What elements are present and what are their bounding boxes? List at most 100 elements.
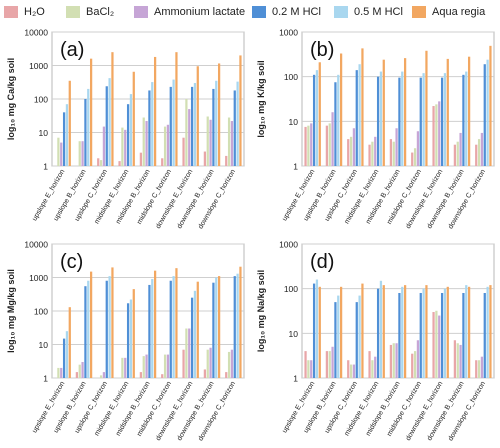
panel-a-bar-0-2-m-hcl-midslope-e-horizon <box>126 104 130 166</box>
panel-a-bar-bacl-upslope-c-horizon <box>99 160 103 166</box>
panel-b-bar-aqua-regia-upslope-c-horizon <box>361 48 364 166</box>
panel-c-bar-0-5-m-hcl-upslope-c-horizon <box>108 276 111 378</box>
panel-d-bar-ammonium-lactate-midslope-c-horizon <box>416 340 420 378</box>
panel-a-bar-0-5-m-hcl-midslope-e-horizon <box>129 94 133 166</box>
panel-c-bar-0-2-m-hcl-midslope-e-horizon <box>126 303 130 378</box>
panel-d-bar-0-2-m-hcl-upslope-b-horizon <box>334 302 337 378</box>
panel-d-bar-h-o-downslope-e-horizon <box>432 312 435 378</box>
panel-c-bar-ammonium-lactate-upslope-b-horizon <box>81 362 84 378</box>
panel-b-plot-area <box>301 31 495 167</box>
panel-c-bar-ammonium-lactate-upslope-c-horizon <box>102 372 106 378</box>
panel-d-bar-0-5-m-hcl-downslope-e-horizon <box>443 288 447 378</box>
panel-c-bar-aqua-regia-midslope-b-horizon <box>153 270 157 378</box>
panel-c-bar-bacl-midslope-c-horizon <box>163 354 167 378</box>
panel-a-ylabel: log₁₀ mg Ca/kg soil <box>6 58 16 140</box>
panel-c-ytick-label: 10000 <box>24 240 48 250</box>
panel-d-ytick-label: 1000 <box>279 240 298 250</box>
panel-a-bar-0-2-m-hcl-downslope-b-horizon <box>212 88 215 166</box>
panel-d-bar-0-5-m-hcl-downslope-b-horizon <box>465 285 468 378</box>
panel-a-bar-0-2-m-hcl-upslope-b-horizon <box>84 99 87 166</box>
panel-d-bar-0-5-m-hcl-downslope-c-horizon <box>486 286 489 378</box>
panel-b-bar-bacl-upslope-e-horizon <box>307 125 310 166</box>
panel-d-bar-aqua-regia-upslope-b-horizon <box>339 286 343 378</box>
panel-a-bar-ammonium-lactate-midslope-c-horizon <box>166 124 170 166</box>
panel-c-bar-bacl-downslope-e-horizon <box>185 328 188 378</box>
panel-b-bar-h-o-downslope-c-horizon <box>475 144 478 166</box>
legend-swatch-bacl2 <box>66 6 80 18</box>
panel-a-bar-0-5-m-hcl-upslope-e-horizon <box>65 104 69 166</box>
panel-c-bar-bacl-upslope-c-horizon <box>99 375 103 378</box>
panel-c-label: (c) <box>60 251 83 273</box>
panel-c-bar-0-2-m-hcl-midslope-c-horizon <box>169 280 172 378</box>
panel-b-bar-0-2-m-hcl-downslope-c-horizon <box>483 64 486 166</box>
legend-swatch-aqua-regia <box>412 6 426 18</box>
panel-c-bar-0-2-m-hcl-downslope-e-horizon <box>190 297 194 378</box>
panel-b-bar-ammonium-lactate-midslope-b-horizon <box>395 128 398 166</box>
legend-item-bacl2: BaCl₂ <box>66 4 114 20</box>
panel-b-bar-0-5-m-hcl-upslope-c-horizon <box>358 64 361 166</box>
panel-d-ylabel: log₁₀ mg Na/kg soil <box>256 270 266 352</box>
panel-d-bar-ammonium-lactate-upslope-e-horizon <box>310 360 313 378</box>
panel-a-label: (a) <box>60 39 84 61</box>
panel-d-ytick-label: 10 <box>289 329 299 339</box>
panel-a-bar-aqua-regia-downslope-c-horizon <box>239 55 242 166</box>
panel-a-bar-0-5-m-hcl-midslope-c-horizon <box>172 79 175 166</box>
panel-d-bar-bacl-midslope-e-horizon <box>371 360 374 378</box>
panel-a-bar-h-o-downslope-b-horizon <box>203 151 207 166</box>
panel-a-bar-h-o-midslope-b-horizon <box>139 152 143 166</box>
panel-b-bar-ammonium-lactate-upslope-e-horizon <box>310 123 313 166</box>
panel-a-bar-h-o-midslope-c-horizon <box>161 158 164 166</box>
panel-b-label: (b) <box>310 39 334 61</box>
panel-c-bar-h-o-upslope-b-horizon <box>75 372 79 378</box>
panel-b-bar-h-o-midslope-b-horizon <box>389 139 393 166</box>
panel-c-bar-0-5-m-hcl-upslope-b-horizon <box>87 280 90 378</box>
panel-d-plot-area <box>301 243 495 379</box>
panel-c-bar-aqua-regia-upslope-c-horizon <box>111 267 114 378</box>
panel-d-ytick-label: 1 <box>293 374 298 384</box>
panel-d-bar-0-2-m-hcl-downslope-b-horizon <box>462 292 465 378</box>
panel-c-bar-0-2-m-hcl-downslope-c-horizon <box>233 276 236 378</box>
panel-c-bar-aqua-regia-downslope-c-horizon <box>239 266 242 378</box>
panel-b-bar-h-o-downslope-b-horizon <box>453 144 457 166</box>
panel-c-bar-aqua-regia-downslope-b-horizon <box>217 276 221 378</box>
panel-d-bar-ammonium-lactate-upslope-c-horizon <box>352 364 356 378</box>
panel-d-bar-bacl-downslope-b-horizon <box>456 343 459 378</box>
panel-a-ytick-label: 10 <box>39 128 49 138</box>
panel-d-bar-bacl-downslope-c-horizon <box>477 360 481 378</box>
panel-c-ytick-label: 100 <box>34 307 48 317</box>
panel-a-bar-0-2-m-hcl-upslope-c-horizon <box>105 86 108 166</box>
panel-b-bar-h-o-midslope-c-horizon <box>411 152 414 166</box>
panel-a-bar-ammonium-lactate-midslope-b-horizon <box>145 121 148 166</box>
panel-b-bar-h-o-upslope-e-horizon <box>304 126 307 166</box>
panel-c-ytick-label: 1000 <box>29 273 48 283</box>
panel-b-bar-ammonium-lactate-downslope-b-horizon <box>459 132 462 166</box>
panel-a-bar-h-o-midslope-e-horizon <box>118 161 121 166</box>
legend-item-0-5m-hcl: 0.5 M HCl <box>334 4 403 20</box>
panel-b-bar-bacl-downslope-c-horizon <box>477 139 481 166</box>
panel-b-bar-0-2-m-hcl-midslope-b-horizon <box>398 77 401 166</box>
panel-d-bar-h-o-upslope-e-horizon <box>304 351 307 378</box>
panel-c-bar-aqua-regia-downslope-e-horizon <box>196 281 199 378</box>
panel-a-ytick-label: 100 <box>34 95 48 105</box>
panel-b-bar-bacl-upslope-c-horizon <box>349 136 353 166</box>
panel-d-bar-0-2-m-hcl-upslope-e-horizon <box>312 283 316 378</box>
panel-d-bar-aqua-regia-midslope-e-horizon <box>382 285 385 378</box>
panel-d-bar-bacl-upslope-e-horizon <box>307 360 310 378</box>
panel-a-bar-0-5-m-hcl-downslope-b-horizon <box>215 80 218 166</box>
panel-a-bar-aqua-regia-midslope-c-horizon <box>175 52 178 167</box>
panel-d-bar-0-2-m-hcl-downslope-c-horizon <box>483 292 486 378</box>
panel-b-bar-h-o-upslope-c-horizon <box>347 139 350 166</box>
panel-c-bar-bacl-upslope-e-horizon <box>57 367 60 378</box>
panel-a-bar-ammonium-lactate-upslope-c-horizon <box>102 126 106 166</box>
panel-c-bar-bacl-midslope-e-horizon <box>121 357 124 378</box>
legend-label-0-5m-hcl: 0.5 M HCl <box>354 6 403 18</box>
panel-a-bar-bacl-midslope-b-horizon <box>142 117 145 166</box>
panel-d-bar-0-2-m-hcl-downslope-e-horizon <box>440 292 444 378</box>
panel-d-bar-0-2-m-hcl-midslope-e-horizon <box>376 288 380 378</box>
panel-b-bar-ammonium-lactate-upslope-b-horizon <box>331 112 334 166</box>
panel-d-bar-aqua-regia-downslope-c-horizon <box>489 285 492 378</box>
panel-c-bar-aqua-regia-upslope-b-horizon <box>89 271 93 378</box>
panel-b-ytick-label: 1000 <box>279 28 298 38</box>
panel-d-bar-h-o-downslope-b-horizon <box>453 340 457 378</box>
